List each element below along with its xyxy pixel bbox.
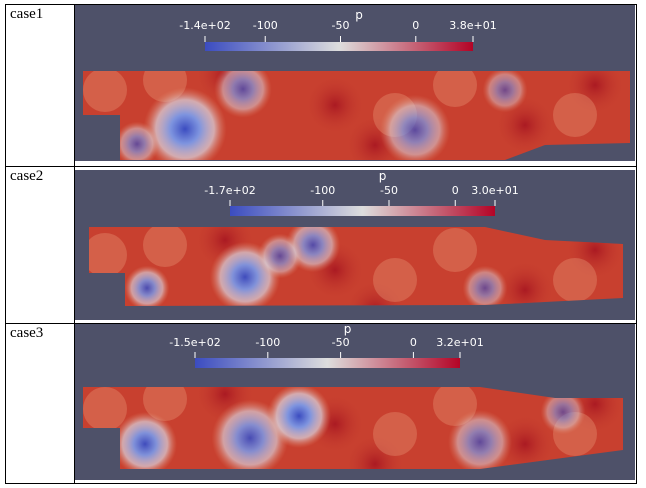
mid-pressure-region — [553, 258, 597, 302]
low-pressure-spot-4 — [448, 410, 512, 469]
mid-pressure-region — [373, 412, 417, 456]
colorbar-tick-label: -1.5e+02 — [169, 336, 220, 349]
colorbar-tick-label: -1.4e+02 — [179, 19, 230, 32]
low-pressure-spot-1 — [143, 87, 227, 160]
colorbar-tick-label: -100 — [255, 336, 280, 349]
colorbar-tick-label: -50 — [332, 19, 350, 32]
colorbar-tick-label: 3.0e+01 — [471, 184, 518, 197]
low-pressure-spot-2 — [214, 71, 272, 118]
colorbar-tick-label: -100 — [253, 19, 278, 32]
low-pressure-spot-4 — [114, 121, 160, 160]
high-pressure-region — [565, 71, 625, 115]
mid-pressure-region — [143, 227, 187, 267]
low-pressure-spot-5 — [540, 389, 586, 435]
high-pressure-region — [305, 75, 365, 135]
mid-pressure-region — [89, 233, 127, 277]
low-pressure-spot-4 — [257, 233, 303, 279]
low-pressure-spot-3 — [379, 94, 451, 160]
mid-pressure-region — [373, 258, 417, 302]
case-image-1: p -1.4e+02 -100 -50 0 3.8e+01 — [74, 4, 637, 167]
colorbar-tick-label: 3.2e+01 — [436, 336, 483, 349]
low-pressure-spot-1 — [113, 412, 177, 469]
colorbar-tick-label: 0 — [410, 336, 417, 349]
pressure-field-panel-2: p -1.7e+02 -100 -50 0 3.0e+01 — [75, 169, 635, 320]
low-pressure-spot-1 — [124, 265, 170, 306]
colorbar-tick-label: 0 — [452, 184, 459, 197]
colorbar — [205, 42, 473, 51]
colorbar-tick-label: -50 — [332, 336, 350, 349]
low-pressure-spot-5 — [482, 71, 528, 113]
pressure-field-panel-1: p -1.4e+02 -100 -50 0 3.8e+01 — [75, 5, 635, 161]
colorbar-tick-label: -50 — [380, 184, 398, 197]
low-pressure-spot-5 — [462, 265, 508, 306]
case-image-3: p -1.5e+02 -100 -50 0 3.2e+01 — [74, 323, 637, 484]
case-label-1: case1 — [5, 4, 75, 167]
pressure-field-panel-3: p -1.5e+02 -100 -50 0 3.2e+01 — [75, 324, 635, 480]
colorbar-tick-label: -1.7e+02 — [204, 184, 255, 197]
low-pressure-spot-3 — [267, 387, 331, 448]
high-pressure-region — [495, 414, 555, 469]
high-pressure-region — [345, 434, 405, 469]
high-pressure-region — [345, 280, 405, 306]
colorbar-title: p — [344, 324, 352, 336]
case-label-2: case2 — [5, 166, 75, 324]
case-image-2: p -1.7e+02 -100 -50 0 3.0e+01 — [74, 166, 637, 324]
mid-pressure-region — [553, 93, 597, 137]
colorbar-tick-label: 0 — [412, 19, 419, 32]
colorbar-tick-label: -100 — [310, 184, 335, 197]
colorbar-title: p — [379, 169, 387, 183]
mid-pressure-region — [433, 228, 477, 272]
colorbar-tick-label: 3.8e+01 — [449, 19, 496, 32]
colorbar — [195, 358, 460, 368]
mid-pressure-region — [83, 387, 127, 431]
mid-pressure-region — [433, 71, 477, 107]
mid-pressure-region — [83, 71, 127, 112]
mid-pressure-region — [143, 387, 187, 421]
case-table: case1 p -1.4e+02 -100 -50 0 3.8e+01 case2 p -1… — [5, 4, 637, 484]
colorbar — [230, 206, 495, 216]
colorbar-title: p — [355, 8, 363, 22]
case-label-3: case3 — [5, 323, 75, 484]
